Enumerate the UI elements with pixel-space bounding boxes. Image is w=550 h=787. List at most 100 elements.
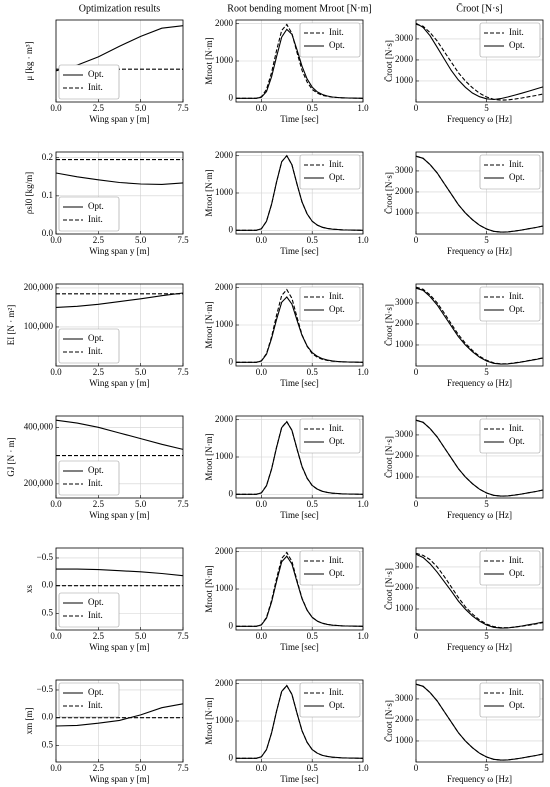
- x-tick-label: 7.5: [177, 235, 189, 245]
- x-tick-label: 7.5: [177, 499, 189, 509]
- series-line: [415, 683, 544, 761]
- x-axis-label: Time [sec]: [280, 378, 318, 388]
- y-tick-label: 2000: [215, 150, 234, 160]
- legend-box: [58, 196, 120, 232]
- plot-frame: [415, 283, 544, 367]
- y-axis-label: ρsI0 [kg/m]: [24, 172, 34, 214]
- panel: 0.0 2.5 5.0 7.5 −0.5 0.0 0.5 Wing span y [m] xs O…: [24, 547, 189, 652]
- x-tick-label: 0: [414, 763, 419, 773]
- legend-label: Opt.: [88, 597, 104, 607]
- x-axis-label: Frequency ω [Hz]: [447, 510, 512, 520]
- column-title: Root bending moment Mroot [N·m]: [227, 3, 371, 14]
- legend-box: [58, 682, 120, 718]
- panel: 0 5 1000 2000 3000 Frequency ω [Hz] C̄root [N·…: [384, 547, 544, 652]
- x-tick-label: 0.0: [50, 631, 62, 641]
- plot-frame: [55, 415, 184, 499]
- legend-label: Init.: [329, 291, 344, 301]
- y-tick-label: 1000: [395, 735, 414, 745]
- y-tick-label: 200,000: [24, 478, 54, 488]
- legend-box: [299, 154, 361, 190]
- y-axis-label: C̄root [N·s]: [384, 436, 394, 478]
- series-line: [236, 555, 364, 627]
- y-tick-label: 3000: [395, 165, 414, 175]
- panel: 0.0 2.5 5.0 7.5 0.0 0.1 0.2 Wing span y [m] ρsI0…: [24, 151, 189, 256]
- legend-label: Init.: [88, 700, 103, 710]
- series-line: [415, 553, 544, 629]
- series-line: [55, 419, 184, 450]
- x-tick-label: 1.0: [357, 103, 369, 113]
- series-line: [56, 568, 184, 577]
- x-axis-label: Frequency ω [Hz]: [447, 246, 512, 256]
- y-axis-label: xm [m]: [24, 708, 34, 735]
- legend-box: [479, 682, 541, 718]
- y-axis-label: Mroot [N·m]: [204, 169, 214, 216]
- legend-box: [58, 460, 120, 496]
- y-axis-label: C̄root [N·s]: [384, 304, 394, 346]
- legend-box: [299, 682, 361, 718]
- y-tick-label: 2000: [215, 414, 234, 424]
- x-tick-label: 0.0: [50, 499, 62, 509]
- y-tick-label: 2000: [395, 450, 414, 460]
- y-tick-label: 0: [229, 356, 234, 366]
- x-axis-label: Time [sec]: [280, 774, 318, 784]
- plot-frame: [235, 547, 364, 631]
- y-tick-label: 0: [229, 92, 234, 102]
- y-tick-label: 200,000: [24, 282, 54, 292]
- y-axis-label: C̄root [N·s]: [384, 700, 394, 742]
- x-tick-label: 1.0: [357, 499, 369, 509]
- x-axis-label: Wing span y [m]: [89, 378, 149, 388]
- series-line: [236, 420, 364, 495]
- x-tick-label: 0.0: [50, 763, 62, 773]
- y-tick-label: 1000: [395, 75, 414, 85]
- x-tick-label: 1.0: [357, 367, 369, 377]
- legend-label: Init.: [509, 423, 524, 433]
- x-tick-label: 0.0: [256, 103, 268, 113]
- legend-label: Init.: [88, 346, 103, 356]
- x-tick-label: 5.0: [135, 499, 147, 509]
- panel: 0.0 2.5 5.0 7.5 Optimization results Wing spa…: [24, 3, 189, 124]
- legend-label: Init.: [509, 291, 524, 301]
- y-tick-label: 1000: [215, 55, 234, 65]
- x-tick-label: 0: [414, 631, 419, 641]
- legend-label: Opt.: [509, 436, 525, 446]
- y-tick-label: 0: [229, 620, 234, 630]
- y-tick-label: 0: [229, 224, 234, 234]
- x-axis-label: Time [sec]: [280, 510, 318, 520]
- x-tick-label: 0.5: [307, 499, 319, 509]
- series-line: [55, 292, 184, 308]
- x-tick-label: 2.5: [93, 631, 105, 641]
- y-axis-label: C̄root [N·s]: [384, 172, 394, 214]
- legend-box: [299, 550, 361, 586]
- legend-label: Opt.: [88, 333, 104, 343]
- plot-frame: [415, 19, 544, 103]
- x-tick-label: 1.0: [357, 631, 369, 641]
- y-axis-label: C̄root [N·s]: [384, 568, 394, 610]
- y-tick-label: 2000: [215, 282, 234, 292]
- x-tick-label: 0.0: [256, 763, 268, 773]
- y-tick-label: 1000: [215, 583, 234, 593]
- y-tick-label: 2000: [215, 18, 234, 28]
- panel: 0.0 2.5 5.0 7.5 −0.5 0.0 0.5 Wing span y [m] xm …: [24, 679, 189, 784]
- x-axis-label: Wing span y [m]: [89, 510, 149, 520]
- legend-label: Init.: [509, 27, 524, 37]
- panel: 0 5 1000 2000 3000 Frequency ω [Hz] C̄root [N·…: [384, 283, 544, 388]
- y-tick-label: 3000: [395, 297, 414, 307]
- legend-box: [479, 418, 541, 454]
- x-tick-label: 0.0: [256, 631, 268, 641]
- series-line: [415, 23, 544, 101]
- y-tick-label: 1000: [395, 603, 414, 613]
- legend-box: [299, 418, 361, 454]
- legend-label: Init.: [329, 27, 344, 37]
- plot-frame: [415, 679, 544, 763]
- y-tick-label: 3000: [395, 429, 414, 439]
- panel: 0.0 2.5 5.0 7.5 200,000 400,000 Wing span y [m…: [6, 415, 189, 520]
- x-tick-label: 2.5: [93, 763, 105, 773]
- x-tick-label: 1.0: [357, 235, 369, 245]
- panel: 0 5 1000 2000 3000 Frequency ω [Hz] C̄root [N·…: [384, 151, 544, 256]
- x-tick-label: 0.0: [256, 499, 268, 509]
- legend-box: [479, 286, 541, 322]
- x-tick-label: 1.0: [357, 763, 369, 773]
- x-tick-label: 0.5: [307, 235, 319, 245]
- x-axis-label: Wing span y [m]: [89, 774, 149, 784]
